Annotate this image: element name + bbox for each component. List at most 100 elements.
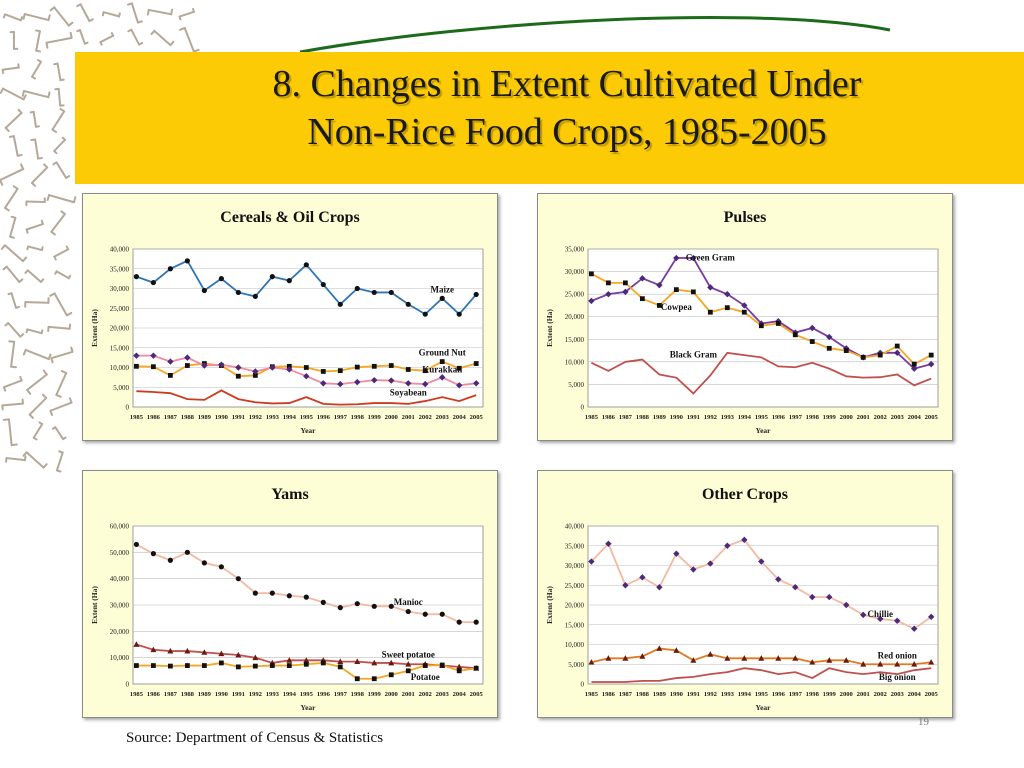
pattern-stroke	[22, 89, 50, 99]
x-tick-label: 1994	[283, 414, 297, 421]
data-point	[201, 560, 207, 566]
data-point	[252, 293, 258, 299]
data-point	[456, 663, 463, 670]
data-point	[269, 274, 275, 280]
pattern-stroke	[0, 87, 4, 94]
slide-title-line1: 8. Changes in Extent Cultivated Under	[272, 63, 862, 105]
pattern-stroke	[47, 353, 52, 361]
pattern-stroke	[58, 450, 64, 454]
y-tick-label: 0	[581, 404, 585, 412]
x-tick-label: 2004	[453, 691, 467, 698]
x-tick-label: 1994	[283, 691, 297, 698]
data-point	[894, 343, 900, 349]
pattern-stroke	[53, 248, 70, 258]
series-cowpea	[588, 271, 934, 367]
data-point	[184, 663, 190, 668]
pattern-stroke	[61, 136, 66, 141]
data-point	[354, 378, 361, 386]
y-tick-label: 5,000	[113, 384, 129, 392]
x-tick-label: 1998	[806, 691, 820, 698]
x-tick-label: 1989	[653, 691, 667, 698]
data-point	[150, 352, 157, 359]
data-point	[792, 332, 798, 338]
series-manioc	[133, 541, 479, 625]
pattern-stroke	[49, 401, 73, 412]
x-tick-label: 1993	[721, 691, 735, 698]
pattern-stroke	[5, 457, 27, 462]
x-tick-label: 1991	[232, 414, 245, 421]
source-note: Source: Department of Census & Statistic…	[126, 730, 384, 746]
data-point	[843, 601, 850, 609]
data-point	[286, 366, 293, 373]
data-point	[133, 641, 140, 647]
data-point	[337, 368, 343, 374]
data-point	[405, 668, 411, 674]
data-point	[133, 363, 139, 369]
pattern-stroke	[32, 423, 44, 439]
other-crops-chart-panel: Other Crops 0 5,000 10,000 15,000 20,000 25,00…	[537, 470, 953, 718]
data-point	[252, 590, 258, 596]
pattern-stroke	[35, 30, 41, 52]
x-tick-label: 1996	[317, 414, 331, 421]
pattern-stroke	[24, 348, 50, 361]
series-label-maize: Maize	[430, 284, 453, 294]
x-tick-label: 2001	[402, 414, 415, 421]
pattern-stroke	[25, 228, 29, 234]
data-point	[150, 663, 156, 668]
data-point	[405, 380, 412, 387]
pattern-stroke	[12, 185, 19, 190]
pattern-stroke	[1, 66, 20, 71]
data-point	[588, 297, 595, 305]
series-label-kurakkan: Kurakkan	[422, 365, 462, 375]
data-point	[354, 285, 360, 292]
data-point	[724, 305, 730, 311]
data-point	[167, 647, 174, 654]
data-point	[371, 289, 377, 296]
data-point	[167, 358, 174, 365]
x-tick-label: 1992	[704, 414, 718, 421]
pattern-stroke	[147, 8, 173, 16]
x-tick-label: 2005	[925, 691, 939, 698]
pattern-stroke	[43, 163, 49, 169]
data-point	[439, 662, 445, 668]
data-point	[456, 668, 462, 674]
pattern-stroke	[50, 213, 66, 233]
pattern-stroke	[67, 274, 72, 280]
data-point	[456, 619, 462, 625]
x-tick-label: 1991	[687, 414, 700, 421]
pattern-stroke	[42, 463, 48, 469]
pattern-stroke	[76, 29, 81, 33]
pattern-stroke	[55, 469, 62, 473]
pattern-stroke	[3, 187, 19, 209]
pattern-stroke	[21, 89, 25, 97]
pattern-stroke	[178, 15, 182, 21]
pattern-stroke	[67, 21, 74, 27]
series-line-black-gram	[591, 351, 932, 395]
x-tick-label: 1989	[653, 414, 667, 421]
pattern-stroke	[24, 269, 29, 274]
pattern-stroke	[183, 26, 195, 53]
data-point	[184, 363, 190, 368]
y-axis-label: Extent (Ha)	[545, 586, 554, 624]
data-point	[320, 281, 326, 288]
data-point	[758, 655, 765, 661]
pattern-stroke	[130, 2, 139, 24]
data-point	[269, 590, 275, 596]
pattern-stroke	[0, 244, 6, 250]
pattern-stroke	[53, 62, 59, 66]
title-arc	[299, 15, 891, 54]
data-point	[473, 665, 479, 671]
data-point	[588, 558, 595, 565]
x-tick-label: 1995	[300, 691, 314, 698]
data-point	[605, 655, 612, 661]
pattern-stroke	[192, 7, 195, 13]
x-tick-label: 2004	[908, 691, 922, 698]
x-tick-label: 2001	[857, 691, 870, 698]
pattern-stroke	[53, 150, 58, 155]
data-point	[218, 660, 224, 666]
pattern-stroke	[7, 322, 22, 338]
data-point	[473, 619, 479, 625]
data-point	[758, 323, 764, 329]
pattern-stroke	[118, 12, 121, 18]
data-point	[286, 278, 292, 284]
